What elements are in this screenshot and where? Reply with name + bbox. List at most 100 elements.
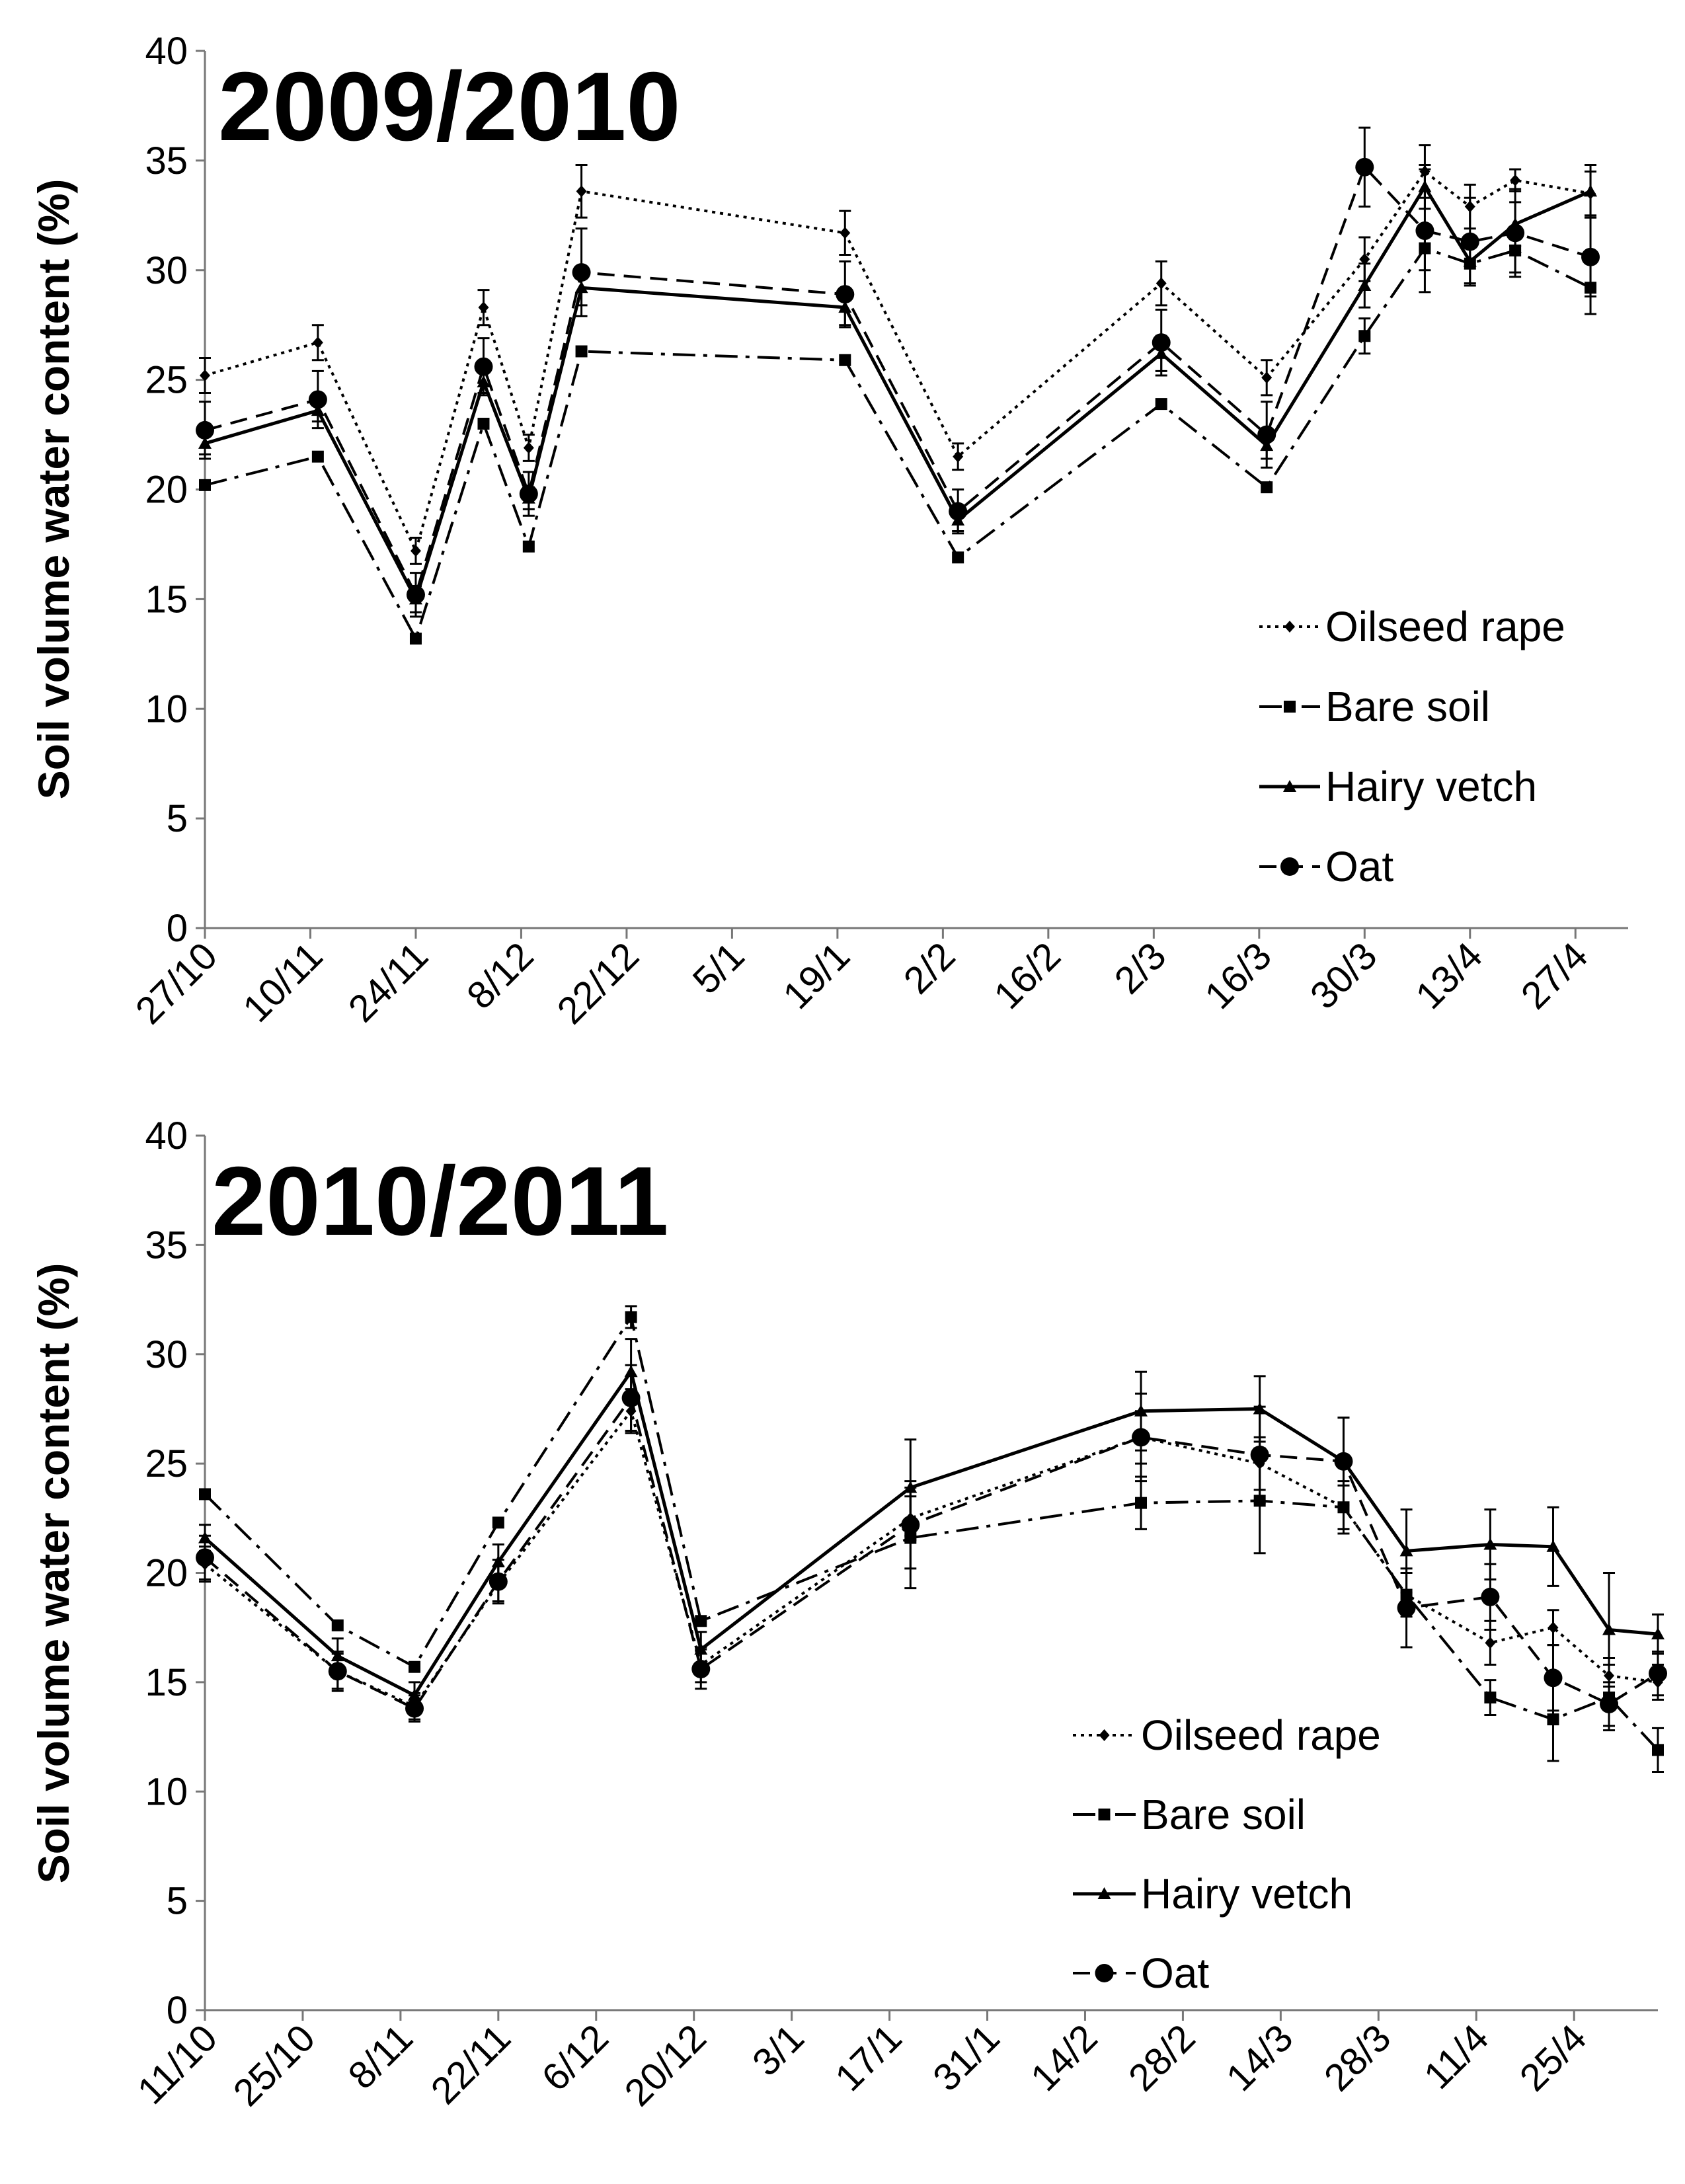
data-point xyxy=(1581,247,1600,266)
legend-marker xyxy=(1099,1729,1110,1741)
data-point xyxy=(200,369,210,381)
legend-marker xyxy=(1284,701,1296,713)
data-point xyxy=(492,1516,504,1529)
data-point xyxy=(1506,223,1525,243)
data-point xyxy=(1155,398,1167,410)
y-tick-label: 20 xyxy=(145,1552,188,1595)
legend-label: Hairy vetch xyxy=(1141,1870,1352,1918)
data-point xyxy=(1544,1668,1563,1688)
data-point xyxy=(1651,1627,1665,1640)
data-point xyxy=(1250,1445,1269,1464)
series-oat xyxy=(196,126,1600,618)
y-tick-label: 30 xyxy=(145,249,188,292)
data-point xyxy=(952,551,964,564)
data-point xyxy=(1334,1452,1353,1471)
legend-marker xyxy=(1098,1809,1111,1820)
data-point xyxy=(312,336,323,349)
data-point xyxy=(409,1660,421,1673)
legend-label: Oilseed rape xyxy=(1141,1711,1381,1759)
y-tick-label: 30 xyxy=(145,1333,188,1376)
y-tick-label: 25 xyxy=(145,359,188,402)
y-tick-label: 20 xyxy=(145,469,188,512)
y-tick-label: 25 xyxy=(145,1442,188,1485)
y-tick-label: 40 xyxy=(145,30,188,73)
data-point xyxy=(1397,1598,1416,1618)
data-point xyxy=(199,479,211,491)
y-tick-label: 15 xyxy=(145,1661,188,1704)
series-line xyxy=(204,1408,1659,1708)
data-point xyxy=(1355,157,1374,176)
data-point xyxy=(519,485,538,504)
data-point xyxy=(575,345,588,358)
series-line xyxy=(204,165,1591,599)
data-point xyxy=(1359,253,1370,266)
data-point xyxy=(474,357,493,376)
y-tick-label: 0 xyxy=(167,907,188,950)
data-point xyxy=(1548,1621,1559,1634)
series-line xyxy=(204,1395,1659,1711)
data-point xyxy=(1257,425,1276,444)
data-point xyxy=(1484,1692,1497,1704)
data-point xyxy=(522,540,535,553)
legend-label: Hairy vetch xyxy=(1325,763,1537,810)
data-point xyxy=(1547,1713,1559,1726)
legend: Oilseed rape Bare soil Hairy vetch Oat xyxy=(1073,1711,1381,1997)
data-point xyxy=(196,1548,214,1567)
data-point xyxy=(196,420,214,440)
legend: Oilseed rape Bare soil Hairy vetch Oat xyxy=(1259,603,1565,890)
data-point xyxy=(1546,1540,1560,1552)
data-point xyxy=(477,417,490,430)
y-tick-label: 35 xyxy=(145,139,188,182)
legend-marker xyxy=(1284,621,1295,633)
data-point xyxy=(1602,1623,1616,1635)
data-point xyxy=(1652,1744,1664,1756)
data-point xyxy=(840,227,851,239)
data-point xyxy=(1649,1664,1667,1683)
data-point xyxy=(572,263,591,282)
data-point xyxy=(1399,1544,1413,1557)
data-point xyxy=(1481,1587,1500,1606)
data-point xyxy=(1460,232,1479,251)
y-tick-label: 5 xyxy=(167,797,188,840)
y-tick-label: 35 xyxy=(145,1224,188,1267)
y-tick-label: 5 xyxy=(167,1880,188,1923)
y-axis-title: Soil volume water content (%) xyxy=(29,1263,78,1884)
data-point xyxy=(311,450,324,463)
data-point xyxy=(1135,1497,1148,1509)
data-point xyxy=(409,633,422,645)
data-point xyxy=(953,450,964,463)
data-point xyxy=(478,301,489,314)
data-point xyxy=(836,285,855,304)
y-tick-label: 15 xyxy=(145,578,188,621)
data-point xyxy=(621,1388,641,1407)
data-point xyxy=(695,1615,707,1627)
y-tick-label: 0 xyxy=(167,1989,188,2032)
legend-label: Bare soil xyxy=(1325,683,1490,730)
y-tick-label: 10 xyxy=(145,1770,188,1813)
data-point xyxy=(328,1662,347,1681)
data-point xyxy=(625,1311,637,1323)
legend-marker xyxy=(1283,780,1296,792)
data-point xyxy=(1261,481,1273,494)
data-point xyxy=(489,1572,508,1591)
data-point xyxy=(576,185,587,198)
data-point xyxy=(1483,1538,1497,1550)
data-point xyxy=(1510,174,1521,186)
data-point xyxy=(1600,1694,1619,1713)
data-point xyxy=(1485,1637,1496,1649)
data-point xyxy=(691,1660,711,1679)
data-point xyxy=(1415,221,1434,241)
legend-label: Oat xyxy=(1325,843,1393,890)
y-tick-label: 10 xyxy=(145,687,188,730)
legend-marker xyxy=(1095,1964,1114,1982)
data-point xyxy=(1584,184,1598,197)
legend-marker xyxy=(1280,857,1299,876)
legend-label: Oat xyxy=(1141,1949,1209,1997)
data-point xyxy=(1132,1428,1151,1447)
data-point xyxy=(1261,371,1273,384)
data-point xyxy=(839,354,851,366)
data-point xyxy=(1152,333,1171,352)
data-point xyxy=(1358,278,1372,291)
